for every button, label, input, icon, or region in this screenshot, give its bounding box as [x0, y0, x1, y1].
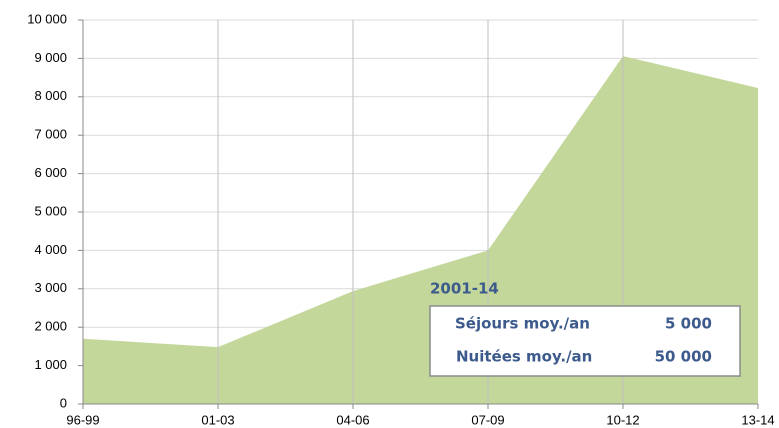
x-tick-label: 10-12 — [606, 412, 639, 427]
x-tick-label: 07-09 — [471, 412, 504, 427]
x-tick-label: 13-14 — [741, 412, 774, 427]
annotation-value: 5 000 — [665, 315, 712, 333]
y-tick-label: 4 000 — [34, 242, 67, 257]
y-tick-label: 9 000 — [34, 50, 67, 65]
y-tick-label: 10 000 — [27, 11, 67, 26]
annotation-title: 2001-14 — [430, 280, 499, 298]
annotation-label: Nuitées moy./an — [456, 348, 592, 366]
annotation-label: Séjours moy./an — [455, 315, 590, 333]
y-tick-label: 3 000 — [34, 280, 67, 295]
y-tick-label: 7 000 — [34, 127, 67, 142]
x-tick-label: 96-99 — [66, 412, 99, 427]
y-tick-label: 0 — [60, 395, 67, 410]
axes: 0 1 000 2 000 3 000 4 000 5 000 6 000 7 000 8 00… — [27, 11, 774, 427]
y-tick-label: 1 000 — [34, 357, 67, 372]
y-tick-label: 2 000 — [34, 319, 67, 334]
y-tick-label: 5 000 — [34, 203, 67, 218]
y-tick-label: 8 000 — [34, 88, 67, 103]
y-tick-label: 6 000 — [34, 165, 67, 180]
x-tick-label: 01-03 — [201, 412, 234, 427]
x-tick-label: 04-06 — [336, 412, 369, 427]
annotation-value: 50 000 — [655, 348, 712, 366]
annotation-box — [429, 305, 741, 377]
